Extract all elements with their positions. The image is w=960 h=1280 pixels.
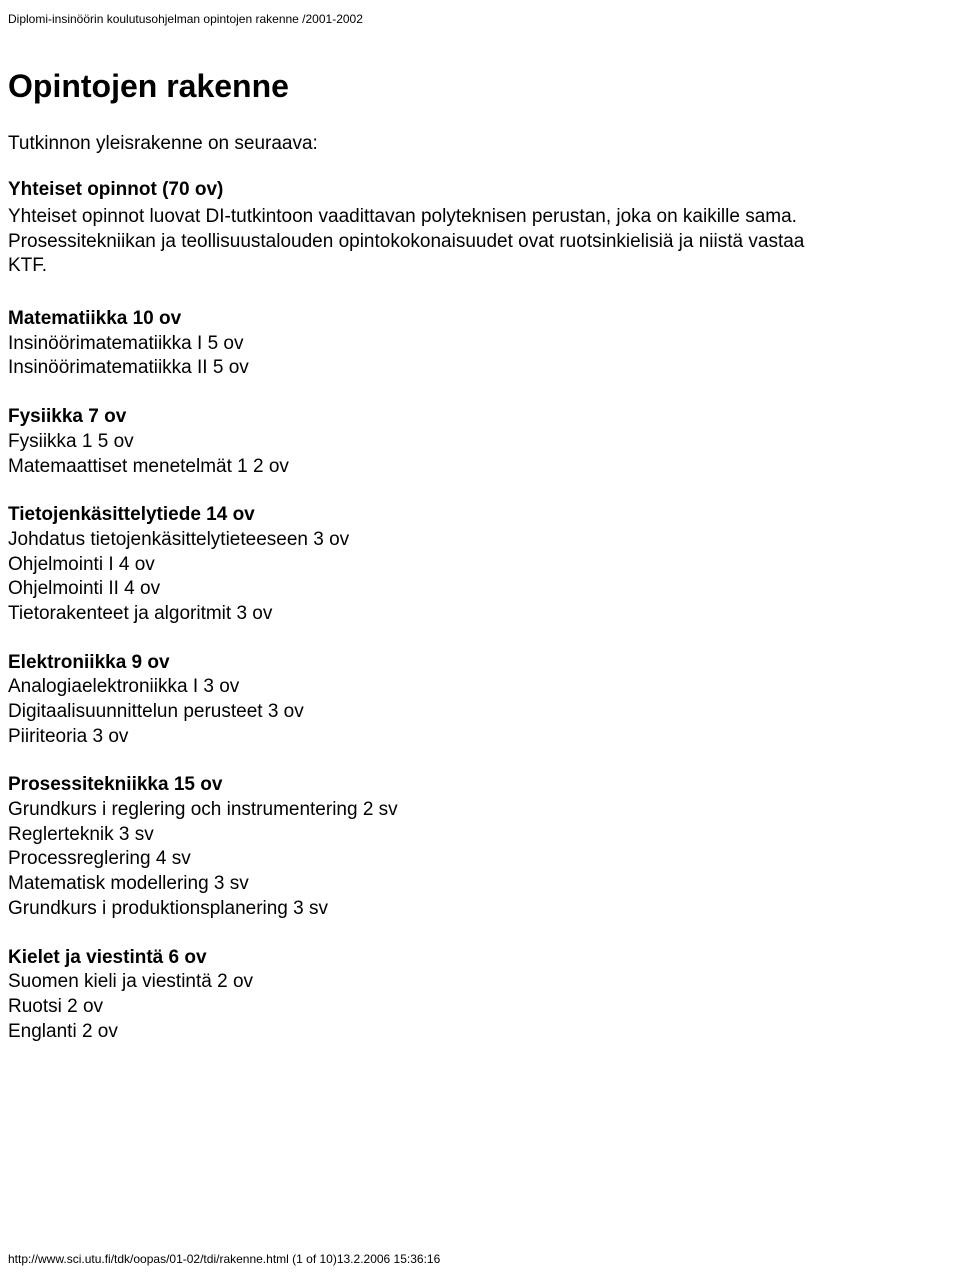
course-block: Elektroniikka 9 ov Analogiaelektroniikka…	[8, 651, 952, 750]
document-content: Opintojen rakenne Tutkinnon yleisrakenne…	[0, 68, 960, 1044]
block-title: Fysiikka 7 ov	[8, 405, 952, 430]
course-item: Ohjelmointi I 4 ov	[8, 553, 952, 578]
block-title: Elektroniikka 9 ov	[8, 651, 952, 676]
course-block: Kielet ja viestintä 6 ov Suomen kieli ja…	[8, 946, 952, 1045]
course-item: Ruotsi 2 ov	[8, 995, 952, 1020]
course-item: Ohjelmointi II 4 ov	[8, 577, 952, 602]
intro-paragraph: Yhteiset opinnot luovat DI-tutkintoon va…	[8, 205, 952, 279]
course-item: Piiriteoria 3 ov	[8, 725, 952, 750]
section-heading: Yhteiset opinnot (70 ov)	[8, 179, 952, 201]
course-block: Prosessitekniikka 15 ov Grundkurs i regl…	[8, 773, 952, 921]
course-item: Analogiaelektroniikka I 3 ov	[8, 675, 952, 700]
course-item: Matemaattiset menetelmät 1 2 ov	[8, 455, 952, 480]
course-block: Fysiikka 7 ov Fysiikka 1 5 ov Matemaatti…	[8, 405, 952, 479]
course-item: Insinöörimatematiikka I 5 ov	[8, 332, 952, 357]
course-item: Suomen kieli ja viestintä 2 ov	[8, 970, 952, 995]
course-item: Grundkurs i reglering och instrumenterin…	[8, 798, 952, 823]
course-item: Reglerteknik 3 sv	[8, 823, 952, 848]
block-title: Matematiikka 10 ov	[8, 307, 952, 332]
course-item: Matematisk modellering 3 sv	[8, 872, 952, 897]
page-title: Opintojen rakenne	[8, 68, 952, 105]
course-item: Fysiikka 1 5 ov	[8, 430, 952, 455]
course-item: Tietorakenteet ja algoritmit 3 ov	[8, 602, 952, 627]
course-item: Insinöörimatematiikka II 5 ov	[8, 356, 952, 381]
subtitle: Tutkinnon yleisrakenne on seuraava:	[8, 133, 952, 155]
block-title: Prosessitekniikka 15 ov	[8, 773, 952, 798]
intro-line: KTF.	[8, 254, 952, 279]
intro-line: Yhteiset opinnot luovat DI-tutkintoon va…	[8, 205, 952, 230]
course-item: Johdatus tietojenkäsittelytieteeseen 3 o…	[8, 528, 952, 553]
course-item: Processreglering 4 sv	[8, 847, 952, 872]
page-footer-url: http://www.sci.utu.fi/tdk/oopas/01-02/td…	[8, 1252, 440, 1266]
page-header: Diplomi-insinöörin koulutusohjelman opin…	[0, 0, 960, 26]
course-item: Grundkurs i produktionsplanering 3 sv	[8, 897, 952, 922]
course-block: Matematiikka 10 ov Insinöörimatematiikka…	[8, 307, 952, 381]
block-title: Tietojenkäsittelytiede 14 ov	[8, 503, 952, 528]
course-item: Digitaalisuunnittelun perusteet 3 ov	[8, 700, 952, 725]
course-block: Tietojenkäsittelytiede 14 ov Johdatus ti…	[8, 503, 952, 626]
intro-line: Prosessitekniikan ja teollisuustalouden …	[8, 230, 952, 255]
course-item: Englanti 2 ov	[8, 1020, 952, 1045]
block-title: Kielet ja viestintä 6 ov	[8, 946, 952, 971]
